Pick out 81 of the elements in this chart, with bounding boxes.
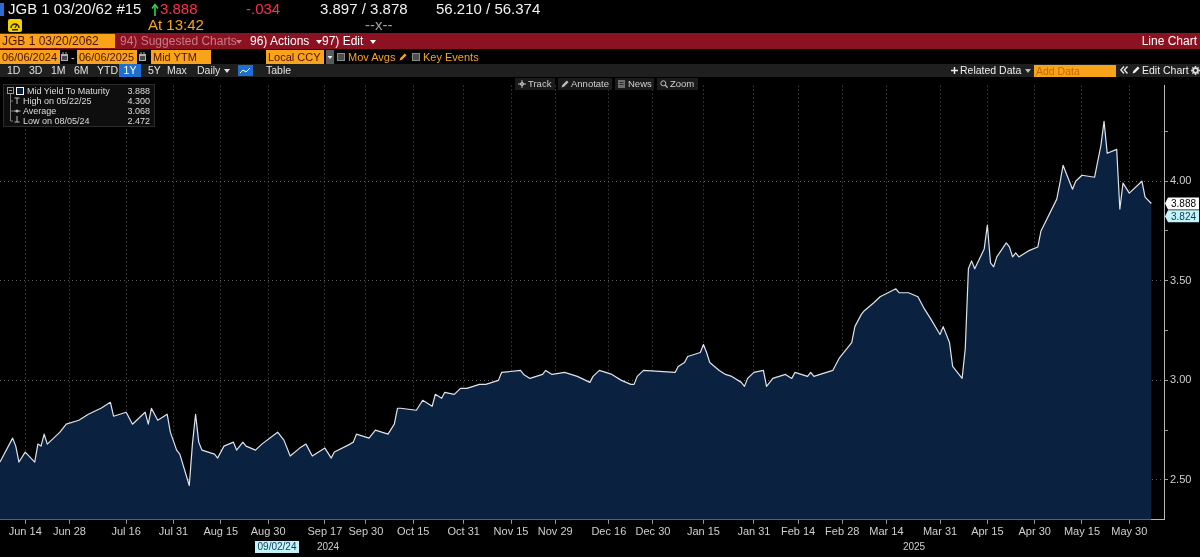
- button: Annotate: [558, 78, 612, 90]
- x-tick-label: Apr 15: [971, 525, 1004, 538]
- button: Zoom: [657, 78, 698, 90]
- text: Table: [266, 64, 292, 76]
- text: -: [71, 51, 75, 63]
- x-tick-label: Mar 31: [922, 525, 958, 538]
- x-tick-label: Nov 29: [537, 525, 573, 538]
- text: 3D: [29, 64, 43, 76]
- legend-label: Mid Yield To Maturity: [27, 86, 110, 96]
- annotation: 3.888: [1171, 197, 1197, 209]
- x-tick-label: Aug 30: [250, 525, 286, 538]
- x-tick-label: Sep 30: [348, 525, 384, 538]
- x-tick-label: Dec 30: [635, 525, 671, 538]
- x-tick-label: Apr 30: [1018, 525, 1051, 538]
- x-tick-label: Jan 15: [686, 525, 720, 538]
- chart-title: JGB 1 03/20/62 #15: [8, 0, 142, 17]
- annotation: News: [628, 78, 652, 89]
- annotation: 3.068: [127, 106, 150, 116]
- x-tick-label: Feb 28: [825, 525, 860, 538]
- x-tick-label: Jul 16: [111, 525, 141, 538]
- text: Key Events: [423, 51, 479, 63]
- text: Max: [167, 64, 187, 76]
- y-tick-label: 4.00: [1170, 174, 1192, 187]
- text: 2024: [316, 541, 340, 552]
- text: 1D: [7, 64, 21, 76]
- annotation: High on 05/22/25: [23, 96, 92, 106]
- x-tick-label: Jul 31: [158, 525, 189, 538]
- annotation: 3.824: [1171, 210, 1197, 222]
- text: 96) Actions: [250, 34, 310, 48]
- text: Line Chart: [1141, 34, 1197, 48]
- x-tick-label: Jan 31: [737, 525, 771, 538]
- x-tick-label: Jun 14: [8, 525, 42, 538]
- text: Mov Avgs: [348, 51, 396, 63]
- x-tick-label: May 15: [1063, 525, 1101, 538]
- x-tick-label: May 30: [1111, 525, 1148, 538]
- x-tick-label: Dec 16: [591, 525, 627, 538]
- y-tick-label: 3.00: [1170, 373, 1192, 386]
- annotation: Low on 08/05/24: [23, 116, 90, 126]
- x-tick-label: Sep 17: [307, 525, 343, 538]
- button: Track: [515, 78, 555, 90]
- y-tick-label: 2.50: [1170, 473, 1192, 485]
- x-tick-label: Nov 15: [493, 525, 529, 538]
- input-field: Local CCY: [266, 50, 324, 64]
- annotation: Zoom: [670, 78, 695, 89]
- annotation: 2.472: [127, 116, 150, 126]
- input-field: 06/06/2024: [0, 50, 60, 64]
- annotation: 3.888: [127, 86, 150, 96]
- text: 94) Suggested Charts: [120, 34, 237, 48]
- x-tick-label: Feb 14: [780, 525, 816, 538]
- input-field: 06/06/2025: [77, 50, 137, 64]
- text: 56.210 / 56.374: [436, 0, 541, 17]
- annotation: Track: [528, 78, 552, 89]
- x-tick-label: Aug 15: [203, 525, 239, 538]
- text: 3.897 / 3.878: [320, 0, 408, 17]
- text: YTD: [97, 64, 118, 76]
- y-tick-label: 3.50: [1170, 273, 1192, 286]
- text: At 13:42: [148, 16, 204, 33]
- text: Related Data: [960, 64, 1022, 76]
- x-tick-label: Oct 31: [447, 525, 480, 538]
- input-field: Add Data: [1034, 65, 1116, 77]
- input-field: Mid YTM: [151, 50, 211, 64]
- annotation: Annotate: [571, 78, 610, 89]
- text: 6M: [74, 64, 89, 76]
- x-tick-label: Oct 15: [397, 525, 430, 538]
- x-tick-label: Jun 28: [52, 525, 86, 538]
- text: -.034: [246, 0, 281, 17]
- annotation: Average: [23, 106, 57, 116]
- text: 09/02/24: [257, 541, 297, 552]
- input-field: JGB 1 03/20/2062: [0, 34, 115, 48]
- text: 97) Edit: [322, 34, 364, 48]
- text: Daily: [197, 64, 221, 76]
- text: 3.888: [160, 0, 198, 17]
- tab-button: 1Y: [119, 64, 141, 77]
- text: 2025: [902, 541, 926, 552]
- button: News: [615, 78, 654, 90]
- x-tick-label: Mar 14: [869, 525, 904, 538]
- text: 5Y: [148, 64, 161, 76]
- annotation: 4.300: [127, 96, 150, 106]
- text: --x--: [365, 16, 393, 33]
- text: Edit Chart: [1142, 64, 1189, 76]
- text: 1M: [51, 64, 66, 76]
